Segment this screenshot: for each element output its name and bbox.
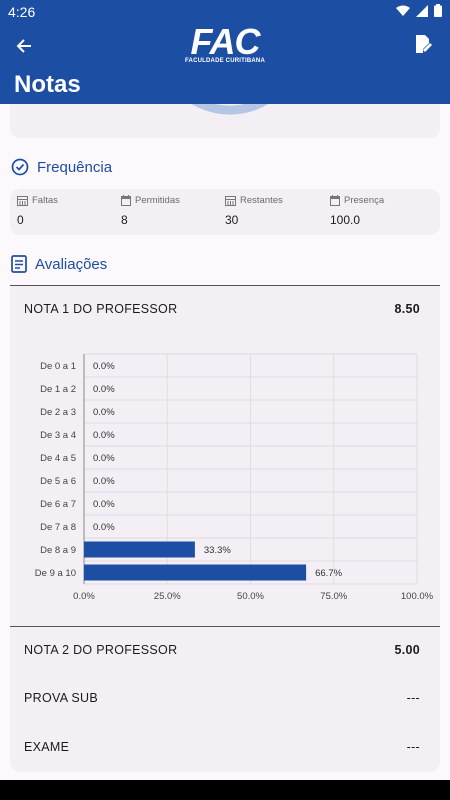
media-card [10, 104, 440, 138]
category-label: De 7 a 8 [40, 522, 76, 533]
nota-label: EXAME [24, 740, 70, 754]
freq-item-faltas: Faltas 0 [17, 195, 58, 227]
bar [84, 564, 307, 581]
bar [84, 541, 195, 558]
status-icons [396, 4, 442, 17]
avaliacoes-section-title: Avaliações [11, 255, 107, 273]
value-label: 0.0% [93, 384, 115, 395]
nota-label: NOTA 2 DO PROFESSOR [24, 643, 178, 657]
x-tick-label: 25.0% [154, 591, 181, 602]
freq-label: Restantes [225, 195, 283, 206]
value-label: 33.3% [204, 545, 231, 556]
freq-value: 100.0 [330, 213, 361, 227]
nota-row[interactable]: NOTA 1 DO PROFESSOR 8.50 [24, 302, 420, 316]
grade-distribution-chart: 0.0% 25.0% 50.0% 75.0% 100.0% De 0 a 1 0.0% De … [35, 353, 434, 602]
page-title: Notas [14, 71, 81, 98]
value-label: 0.0% [93, 476, 115, 487]
value-label: 0.0% [93, 522, 115, 533]
nota-value: --- [406, 740, 420, 754]
freq-label: Permitidas [121, 195, 180, 206]
value-label: 0.0% [93, 499, 115, 510]
nota-row[interactable]: PROVA SUB --- [24, 691, 420, 705]
status-bar: 4:26 [0, 0, 450, 24]
freq-label-text: Faltas [32, 195, 58, 206]
freq-label-text: Restantes [240, 195, 283, 206]
arrow-left-icon [16, 39, 31, 53]
value-label: 0.0% [93, 453, 115, 464]
freq-item-permitidas: Permitidas 8 [121, 195, 180, 227]
value-label: 0.0% [93, 361, 115, 372]
document-icon [11, 255, 27, 273]
nota-value: --- [406, 691, 420, 705]
x-tick-label: 75.0% [320, 591, 347, 602]
category-label: De 2 a 3 [40, 407, 76, 418]
category-label: De 0 a 1 [40, 361, 76, 372]
freq-value: 8 [121, 213, 128, 227]
divider [10, 626, 440, 627]
check-circle-icon [11, 158, 29, 176]
nota-label: NOTA 1 DO PROFESSOR [24, 302, 178, 316]
edit-document-button[interactable] [412, 32, 436, 56]
frequencia-section-title: Frequência [11, 158, 112, 176]
category-label: De 8 a 9 [40, 545, 76, 556]
calendar-grid-icon [225, 195, 236, 206]
freq-value: 30 [225, 213, 239, 227]
calendar-grid-icon [17, 195, 28, 206]
divider [10, 285, 440, 286]
category-label: De 6 a 7 [40, 499, 76, 510]
edit-document-icon [416, 35, 432, 53]
freq-label: Faltas [17, 195, 58, 206]
value-label: 0.0% [93, 430, 115, 441]
freq-item-presenca: Presença 100.0 [330, 195, 384, 227]
x-tick-label: 0.0% [73, 591, 95, 602]
category-label: De 1 a 2 [40, 384, 76, 395]
freq-item-restantes: Restantes 30 [225, 195, 283, 227]
logo-subtitle: FACULDADE CURITIBANA [185, 58, 265, 64]
nota-value: 8.50 [394, 302, 420, 316]
calendar-icon [121, 195, 131, 206]
fac-logo: FAC FACULDADE CURITIBANA [180, 21, 270, 68]
signal-icon [416, 4, 428, 17]
progress-ring [191, 104, 269, 115]
freq-label: Presença [330, 195, 384, 206]
category-label: De 3 a 4 [40, 430, 76, 441]
freq-label-text: Permitidas [135, 195, 180, 206]
freq-label-text: Presença [344, 195, 385, 206]
category-label: De 4 a 5 [40, 453, 76, 464]
nota-label: PROVA SUB [24, 691, 99, 705]
avaliacoes-card: NOTA 1 DO PROFESSOR 8.50 0.0% 25.0% 50.0% 7… [10, 286, 440, 772]
freq-value: 0 [17, 213, 24, 227]
calendar-icon [330, 195, 340, 206]
status-time: 4:26 [8, 4, 36, 20]
avaliacoes-title: Avaliações [35, 255, 108, 273]
value-label: 0.0% [93, 407, 115, 418]
category-label: De 9 a 10 [35, 568, 76, 579]
logo-mark: FAC [190, 21, 261, 62]
category-label: De 5 a 6 [40, 476, 76, 487]
x-tick-label: 50.0% [237, 591, 264, 602]
value-label: 66.7% [315, 568, 342, 579]
nota-row[interactable]: EXAME --- [24, 740, 420, 754]
frequencia-card: Faltas 0 Permitidas 8 Restantes 30 Prese… [10, 189, 440, 235]
navigation-bar [0, 780, 450, 800]
frequencia-title: Frequência [37, 158, 113, 176]
nota-value: 5.00 [394, 643, 420, 657]
battery-icon [434, 4, 442, 17]
back-button[interactable] [10, 32, 38, 60]
x-tick-label: 100.0% [401, 591, 434, 602]
wifi-icon [396, 5, 410, 16]
nota-row[interactable]: NOTA 2 DO PROFESSOR 5.00 [24, 643, 420, 657]
app-bar: FAC FACULDADE CURITIBANA Notas [0, 24, 450, 104]
